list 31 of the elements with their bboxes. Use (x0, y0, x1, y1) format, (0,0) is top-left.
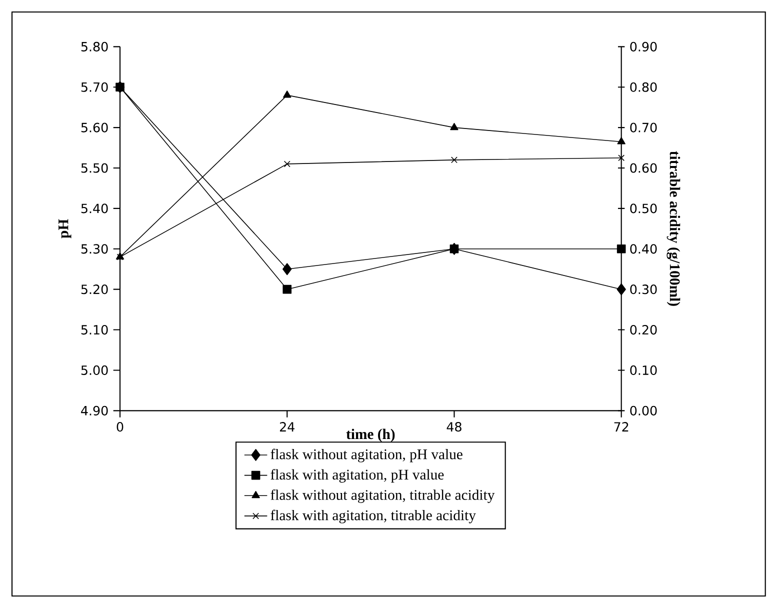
y2-tick-label: 0.50 (630, 204, 657, 214)
y2-tick-label: 0.30 (630, 284, 657, 294)
y2-tick-label: 0.10 (630, 365, 657, 376)
y-tick-label: 5.10 (81, 324, 108, 335)
x-tick-label: 24 (280, 422, 294, 432)
x-tick-label: 72 (614, 422, 628, 432)
y2-tick-label: 0.60 (630, 163, 657, 173)
y-tick-label: 5.30 (81, 244, 108, 254)
y2-tick-label: 0.40 (630, 244, 657, 254)
legend-label: flask with agitation, titrable acidity (270, 510, 476, 524)
y-tick-label: 5.50 (81, 163, 108, 173)
y-tick-label: 5.80 (81, 42, 108, 52)
legend-label: flask with agitation, pH value (270, 469, 444, 483)
y2-axis-title: titrable acidity (g/100ml) (666, 151, 680, 306)
y-tick-label: 5.70 (81, 82, 108, 92)
x-tick-label: 48 (446, 422, 462, 432)
y2-tick-label: 0.90 (630, 42, 657, 52)
y2-tick-label: 0.70 (630, 122, 657, 132)
y2-tick-label: 0.00 (630, 406, 657, 416)
x-tick-label: 0 (116, 422, 124, 432)
y2-tick-label: 0.20 (630, 324, 657, 335)
y-tick-label: 5.00 (81, 365, 108, 376)
y-tick-label: 5.20 (81, 284, 108, 294)
y-axis-title: pH (58, 219, 72, 238)
y-tick-label: 5.40 (81, 204, 108, 214)
y-tick-label: 4.90 (81, 406, 108, 416)
y2-tick-label: 0.80 (630, 82, 657, 92)
y-tick-label: 5.60 (81, 122, 108, 132)
legend-label: flask without agitation, titrable acidity (270, 489, 495, 503)
legend-label: flask without agitation, pH value (270, 448, 462, 462)
x-axis-title: time (h) (346, 428, 395, 442)
